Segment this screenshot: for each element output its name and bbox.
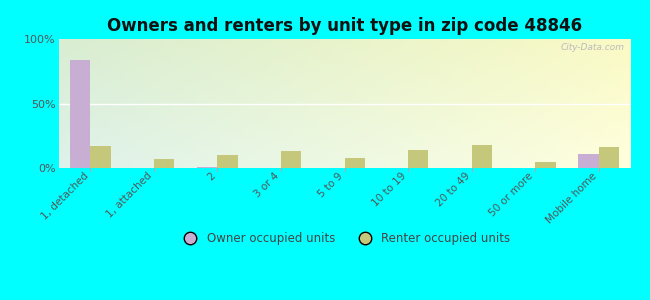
- Bar: [70, 60, 90, 168]
- Bar: [599, 147, 619, 168]
- Bar: [472, 145, 492, 168]
- Bar: [344, 158, 365, 168]
- Bar: [578, 154, 599, 168]
- Title: Owners and renters by unit type in zip code 48846: Owners and renters by unit type in zip c…: [107, 17, 582, 35]
- Legend: Owner occupied units, Renter occupied units: Owner occupied units, Renter occupied un…: [174, 227, 515, 250]
- Bar: [217, 155, 238, 168]
- Bar: [90, 146, 110, 168]
- Bar: [154, 159, 174, 168]
- Bar: [197, 167, 217, 168]
- Bar: [535, 161, 556, 168]
- Text: City-Data.com: City-Data.com: [561, 43, 625, 52]
- Bar: [408, 150, 428, 168]
- Bar: [281, 151, 302, 168]
